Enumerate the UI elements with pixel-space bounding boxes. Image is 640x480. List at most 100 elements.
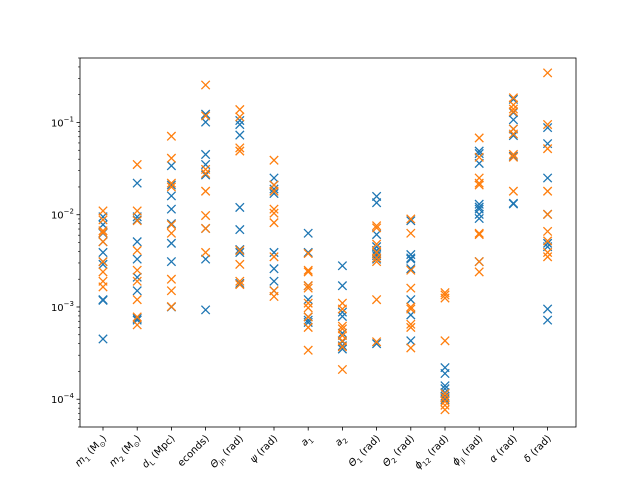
data-point (303, 312, 313, 322)
data-point (235, 259, 245, 269)
data-point (542, 252, 553, 262)
y-tick-label: 10−2 (51, 208, 74, 222)
data-point (406, 265, 416, 275)
data-point (303, 303, 313, 313)
y-tick-label: 10−3 (51, 300, 74, 314)
data-point (542, 173, 553, 183)
data-point (166, 228, 177, 238)
data-point (235, 202, 245, 213)
data-point (542, 122, 553, 133)
data-point (337, 328, 348, 338)
data-point (508, 107, 519, 117)
data-point (166, 153, 177, 163)
y-tick-label: 10−4 (51, 392, 75, 406)
data-point (337, 324, 348, 334)
data-point (269, 264, 279, 274)
data-point (337, 281, 348, 291)
data-point (542, 186, 553, 196)
data-point (474, 209, 484, 219)
data-point (269, 291, 279, 302)
data-point (508, 107, 519, 118)
data-point (166, 191, 177, 201)
data-point (508, 115, 519, 125)
data-point (440, 336, 450, 346)
data-point (235, 146, 245, 156)
data-point (166, 286, 177, 296)
data-point (508, 93, 519, 103)
data-point (474, 213, 484, 224)
data-point (235, 119, 245, 130)
data-point (371, 239, 382, 249)
data-point (132, 215, 142, 225)
data-point (132, 237, 142, 247)
data-point (235, 245, 245, 256)
data-point (132, 245, 142, 256)
data-point (166, 220, 177, 230)
data-point (200, 223, 211, 234)
data-point (542, 247, 553, 258)
data-point (166, 219, 177, 229)
data-point (474, 180, 484, 190)
data-point (235, 224, 245, 235)
data-point (132, 295, 142, 305)
data-point (269, 184, 279, 194)
y-minor-ticks (78, 57, 80, 428)
data-point (508, 130, 519, 141)
data-point (406, 249, 416, 260)
data-point (371, 295, 382, 305)
data-marks (98, 68, 553, 415)
data-point (235, 278, 245, 289)
data-point (371, 254, 382, 264)
data-point (235, 130, 245, 140)
data-point (166, 131, 177, 141)
data-point (166, 178, 177, 188)
data-point (303, 322, 313, 333)
data-point (98, 226, 108, 236)
data-point (303, 345, 313, 355)
data-point (440, 293, 450, 303)
data-point (406, 304, 416, 314)
data-point (98, 334, 108, 344)
data-point (508, 104, 519, 114)
data-point (132, 254, 142, 264)
data-point (542, 144, 553, 154)
data-point (200, 210, 211, 221)
data-point (406, 253, 416, 263)
data-point (440, 388, 450, 399)
data-point (440, 290, 450, 300)
data-point (371, 198, 382, 208)
data-point (440, 368, 450, 379)
data-point (371, 229, 382, 240)
data-point (508, 199, 519, 209)
data-point (474, 229, 484, 240)
data-point (542, 209, 553, 219)
data-point (406, 343, 416, 353)
data-point (132, 312, 142, 322)
data-point (200, 164, 211, 175)
series-0 (98, 94, 553, 405)
data-point (508, 152, 519, 162)
data-point (235, 143, 245, 153)
data-point (371, 339, 382, 349)
data-point (474, 267, 484, 277)
data-point (440, 392, 450, 402)
data-point (132, 286, 142, 296)
data-point (474, 133, 484, 143)
data-point (406, 254, 416, 264)
data-point (508, 129, 519, 139)
data-point (542, 226, 553, 237)
data-point (371, 337, 382, 347)
data-point (406, 228, 416, 238)
data-point (371, 256, 382, 267)
data-point (406, 264, 416, 274)
data-point (440, 381, 450, 391)
data-point (200, 111, 211, 121)
data-point (303, 228, 313, 238)
data-point (337, 304, 348, 314)
data-point (371, 223, 382, 233)
data-point (166, 274, 177, 284)
data-point (269, 276, 279, 286)
data-point (235, 112, 245, 122)
data-point (98, 259, 108, 269)
